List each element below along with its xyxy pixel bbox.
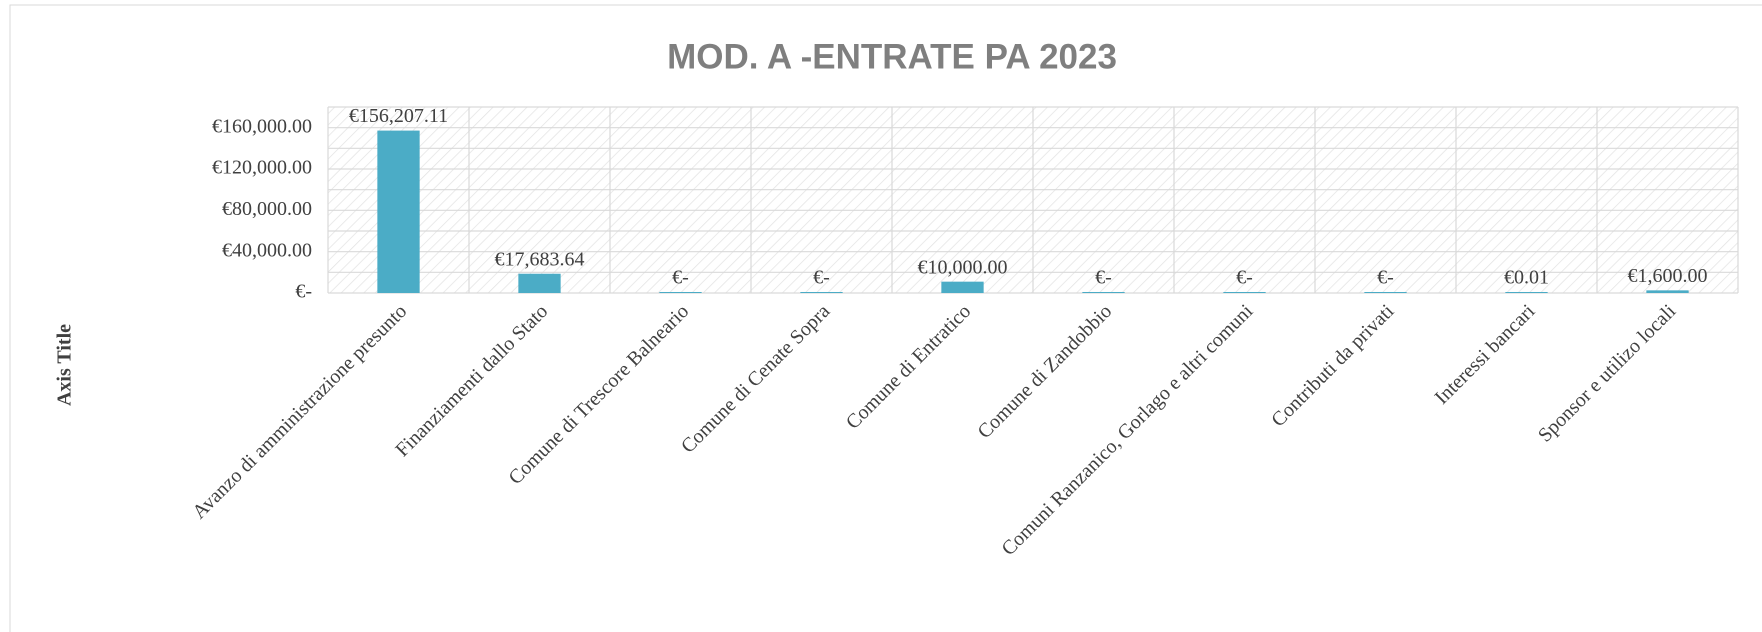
bar <box>1505 292 1548 293</box>
data-label: €- <box>813 267 830 289</box>
y-tick-label: €120,000.00 <box>212 157 312 179</box>
bar <box>1364 292 1407 293</box>
data-label: €156,207.11 <box>349 105 448 127</box>
bar <box>800 292 843 293</box>
y-axis-title: Axis Title <box>54 324 76 406</box>
bar <box>377 130 420 293</box>
chart-title: MOD. A -ENTRATE PA 2023 <box>667 37 1117 76</box>
bar <box>941 281 984 293</box>
data-label: €17,683.64 <box>495 248 585 270</box>
data-label: €1,600.00 <box>1628 265 1708 287</box>
bar <box>1646 290 1689 293</box>
chart-border <box>9 4 1762 632</box>
bar <box>518 273 561 293</box>
data-label: €- <box>672 267 689 289</box>
data-label: €- <box>1236 267 1253 289</box>
data-label: €- <box>1377 267 1394 289</box>
y-tick-label: €- <box>295 281 312 303</box>
data-label: €0.01 <box>1504 267 1549 289</box>
y-tick-label: €40,000.00 <box>222 239 312 261</box>
y-tick-label: €160,000.00 <box>212 115 312 137</box>
data-label: €- <box>1095 267 1112 289</box>
bar <box>1082 292 1125 293</box>
y-tick-label: €80,000.00 <box>222 198 312 220</box>
bar <box>1223 292 1266 293</box>
data-label: €10,000.00 <box>918 256 1008 278</box>
bar <box>659 292 702 293</box>
